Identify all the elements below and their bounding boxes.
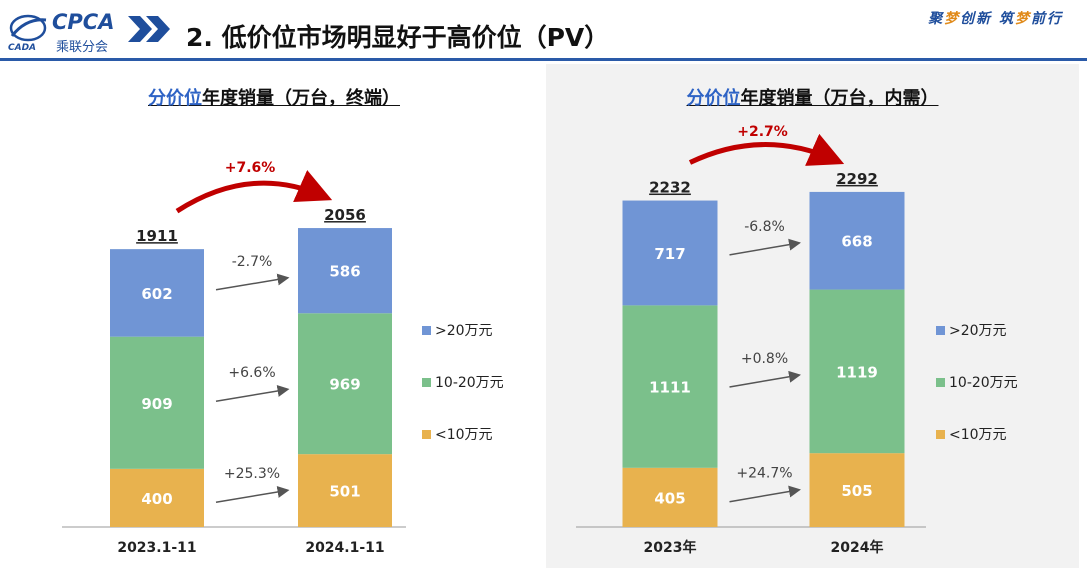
data-label: 505 [841, 482, 872, 500]
cpca-logo: CADA CPCA 乘联分会 [6, 10, 118, 55]
stacked-bar-chart-domestic: 405 1111 717 2232 2023年 505 1119 668 2292 2024年 +2… [576, 124, 1018, 556]
bar-segment [110, 249, 204, 337]
slogan: 聚梦创新 筑梦前行 [928, 8, 1063, 28]
chevron-arrows-icon [128, 16, 170, 42]
slogan-part: 梦 [944, 11, 961, 27]
data-label: 668 [841, 233, 872, 251]
chart-title-rest: 年度销量（万台，终端） [202, 88, 400, 109]
bar-segment [298, 454, 392, 527]
data-label: 400 [141, 490, 172, 508]
chart-title: 分价位年度销量（万台，内需） [546, 84, 1079, 110]
data-label: 909 [141, 395, 172, 413]
segment-change-arrow [215, 273, 290, 291]
logo-subtitle: 乘联分会 [56, 40, 109, 55]
total-change-arrow [175, 170, 333, 214]
data-label: 501 [329, 483, 360, 501]
data-label: 969 [329, 376, 360, 394]
x-tick-label: 2024年 [831, 539, 884, 556]
logo-mark-icon: CADA [8, 14, 47, 53]
legend-swatch [422, 326, 431, 335]
x-tick-label: 2023年 [644, 539, 697, 556]
logo-mark-text: CADA [8, 43, 36, 53]
header-divider [0, 58, 1087, 61]
segment-change-label: -6.8% [744, 219, 785, 235]
segment-change-label: +0.8% [741, 351, 788, 367]
segment-change-arrow [729, 370, 801, 388]
segment-change-arrow [215, 486, 290, 503]
legend-label: >20万元 [435, 323, 493, 339]
slogan-part: 创新 筑 [960, 11, 1015, 27]
bar-segment [110, 468, 204, 527]
legend-label: 10-20万元 [435, 375, 504, 391]
data-label: 717 [654, 245, 685, 263]
data-label: 586 [329, 263, 360, 281]
total-change-label: +2.7% [737, 124, 788, 140]
segment-change-arrow [215, 385, 290, 402]
segment-change-arrow [729, 238, 801, 256]
slogan-part: 聚 [928, 11, 945, 27]
legend-label: <10万元 [949, 427, 1007, 443]
slogan-part: 前行 [1031, 11, 1063, 27]
bar-segment [110, 336, 204, 469]
page-title: 2. 低价位市场明显好于高价位（PV） [186, 23, 610, 52]
segment-change-label: -2.7% [232, 254, 273, 270]
segment-change-label: +24.7% [736, 466, 792, 482]
total-label: 2056 [324, 206, 366, 224]
data-label: 602 [141, 285, 172, 303]
total-label: 2292 [836, 170, 878, 188]
chart-panel-domestic: 分价位年度销量（万台，内需） 405 1111 717 2232 2023年 505 111… [546, 64, 1079, 568]
bar-segment [298, 313, 392, 455]
chart-title-rest: 年度销量（万台，内需） [740, 88, 939, 109]
segment-change-label: +6.6% [228, 365, 275, 381]
legend-swatch [422, 378, 431, 387]
chart-panel-terminal: 分价位年度销量（万台，终端） 400 909 602 1911 2023.1-11 501… [8, 64, 540, 568]
x-tick-label: 2024.1-11 [305, 540, 384, 556]
segment-change-label: +25.3% [224, 466, 280, 482]
legend-swatch [936, 326, 945, 335]
bar-segment [622, 305, 718, 468]
bar-segment [622, 467, 718, 527]
slogan-part: 梦 [1015, 11, 1031, 27]
data-label: 405 [654, 489, 685, 507]
total-change-label: +7.6% [225, 160, 276, 176]
legend-swatch [422, 430, 431, 439]
segment-change-arrow [729, 485, 801, 503]
total-change-arrow [688, 133, 845, 166]
data-label: 1111 [649, 379, 691, 397]
bar-segment [809, 191, 905, 290]
legend-label: >20万元 [949, 323, 1007, 339]
data-label: 1119 [836, 363, 878, 381]
total-label: 2232 [649, 179, 691, 197]
chart-title-keyword: 分价位 [686, 88, 741, 109]
chart-title-keyword: 分价位 [148, 88, 202, 109]
stacked-bar-chart-terminal: 400 909 602 1911 2023.1-11 501 969 586 2056 2024.… [62, 160, 504, 556]
x-tick-label: 2023.1-11 [117, 540, 196, 556]
legend-swatch [936, 378, 945, 387]
legend-swatch [936, 430, 945, 439]
legend-label: 10-20万元 [949, 375, 1018, 391]
bar-segment [298, 228, 392, 314]
chart-title: 分价位年度销量（万台，终端） [8, 84, 540, 110]
bar-segment [809, 289, 905, 454]
total-label: 1911 [136, 227, 178, 245]
bar-segment [809, 453, 905, 527]
legend-label: <10万元 [435, 427, 493, 443]
bar-segment [622, 200, 718, 306]
logo-brand: CPCA [52, 10, 115, 34]
